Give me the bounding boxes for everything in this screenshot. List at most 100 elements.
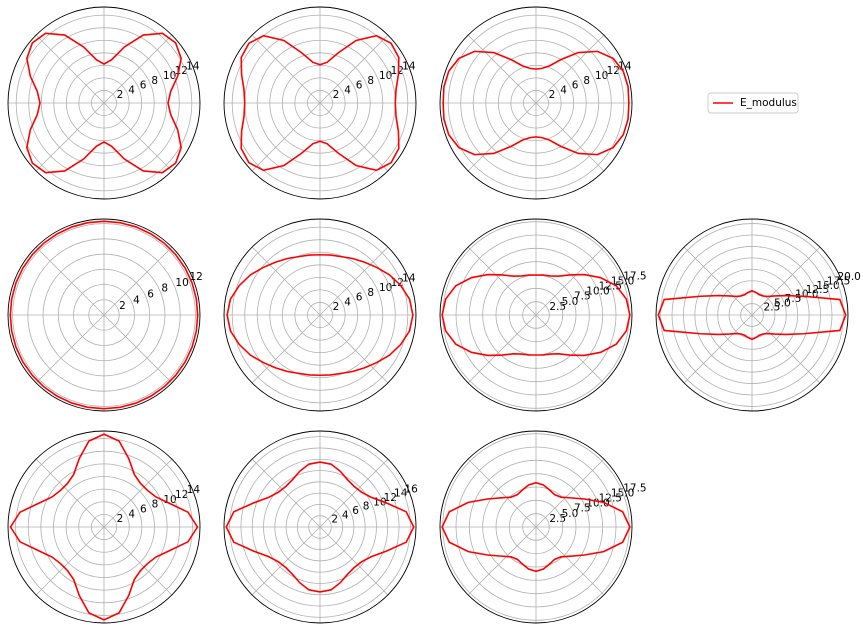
angular-grid-line (103, 314, 173, 384)
radial-tick-label: 6 (572, 80, 579, 92)
angular-grid-line (319, 314, 389, 384)
radial-grid-line (308, 515, 332, 539)
radial-grid-line (53, 52, 155, 154)
angular-grid-line (35, 246, 105, 316)
radial-tick-label: 10 (175, 277, 188, 289)
radial-grid-line (73, 284, 135, 346)
radial-tick-label: 8 (363, 501, 370, 513)
radial-tick-label: 8 (367, 287, 374, 299)
radial-grid-line (694, 257, 810, 373)
radial-tick-label: 15.0 (611, 275, 634, 287)
radial-grid-line (671, 234, 833, 396)
angular-grid-line (251, 102, 321, 172)
angular-grid-line (251, 246, 321, 316)
radial-grid-line (497, 64, 575, 142)
angular-grid-line (467, 34, 537, 104)
polar-frame (7, 218, 201, 412)
radial-grid-line (522, 513, 550, 541)
radial-grid-line (65, 488, 143, 566)
radial-tick-label: 15.0 (816, 280, 839, 292)
radial-tick-label: 4 (133, 294, 140, 306)
radial-grid-line (90, 513, 118, 541)
radial-tick-label: 7.5 (574, 291, 591, 303)
radial-grid-line (523, 90, 549, 116)
radial-tick-label: 8 (583, 75, 590, 87)
series-line (442, 50, 630, 156)
radial-grid-line (40, 463, 168, 591)
radial-tick-label: 6 (356, 80, 363, 92)
radial-tick-label: 12.5 (806, 284, 829, 296)
radial-grid-line (482, 473, 590, 581)
angular-grid-line (35, 458, 105, 528)
radial-tick-label: 8 (151, 75, 158, 87)
radial-grid-line (297, 504, 343, 550)
radial-grid-line (495, 486, 577, 568)
radial-grid-line (53, 476, 155, 578)
radial-tick-label: 8 (367, 75, 374, 87)
radial-grid-line (472, 39, 600, 167)
angular-grid-line (683, 314, 753, 384)
radial-grid-line (460, 27, 612, 179)
angular-grid-line (103, 458, 173, 528)
polar-frame (7, 6, 201, 200)
angular-grid-line (319, 34, 389, 104)
angular-grid-line (467, 102, 537, 172)
radial-tick-label: 2 (119, 300, 126, 312)
radial-grid-line (229, 436, 411, 618)
radial-tick-label: 2 (117, 513, 124, 525)
radial-grid-line (307, 302, 333, 328)
angular-grid-line (251, 526, 321, 596)
radial-grid-line (508, 499, 564, 555)
radial-tick-label: 4 (560, 84, 567, 96)
angular-grid-line (319, 458, 389, 528)
angular-grid-line (251, 458, 321, 528)
radial-grid-line (717, 280, 787, 350)
radial-grid-line (285, 492, 355, 562)
radial-tick-label: 6 (147, 289, 154, 301)
series-line (657, 289, 847, 341)
radial-tick-label: 17.5 (623, 482, 646, 494)
radial-tick-label: 12 (189, 271, 202, 283)
angular-grid-line (535, 102, 605, 172)
radial-tick-label: 12.5 (599, 492, 622, 504)
radial-tick-label: 17.5 (623, 270, 646, 282)
radial-grid-line (27, 450, 181, 604)
radial-tick-label: 6 (140, 80, 147, 92)
radial-tick-label: 15.0 (611, 487, 634, 499)
polar-frame (223, 430, 417, 624)
radial-grid-line (468, 459, 604, 595)
radial-tick-label: 6 (352, 505, 359, 517)
radial-tick-label: 5.0 (774, 297, 791, 309)
radial-tick-label: 6 (140, 503, 147, 515)
angular-grid-line (251, 34, 321, 104)
series-line (9, 220, 199, 410)
radial-tick-label: 4 (344, 84, 351, 96)
radial-grid-line (57, 268, 151, 362)
radial-grid-line (269, 52, 371, 154)
radial-tick-label: 5.0 (562, 508, 579, 520)
radial-grid-line (660, 223, 844, 407)
radial-grid-line (91, 90, 117, 116)
polar-chart: 2.55.07.510.012.515.017.5 (439, 430, 647, 624)
radial-tick-label: 7.5 (574, 503, 591, 515)
radial-tick-label: 12.5 (599, 280, 622, 292)
radial-grid-line (728, 291, 776, 339)
angular-grid-line (319, 102, 389, 172)
radial-grid-line (705, 268, 799, 362)
radial-grid-line (485, 52, 587, 154)
radial-tick-label: 12 (384, 492, 397, 504)
radial-grid-line (27, 238, 181, 392)
series-line (240, 34, 400, 172)
angular-grid-line (103, 102, 173, 172)
radial-tick-label: 4 (128, 508, 135, 520)
polar-frame (439, 218, 633, 412)
radial-grid-line (240, 447, 400, 607)
radial-grid-line (12, 223, 196, 407)
radial-tick-label: 14 (394, 488, 408, 500)
radial-grid-line (281, 276, 359, 354)
radial-grid-line (510, 77, 562, 129)
radial-grid-line (40, 39, 168, 167)
